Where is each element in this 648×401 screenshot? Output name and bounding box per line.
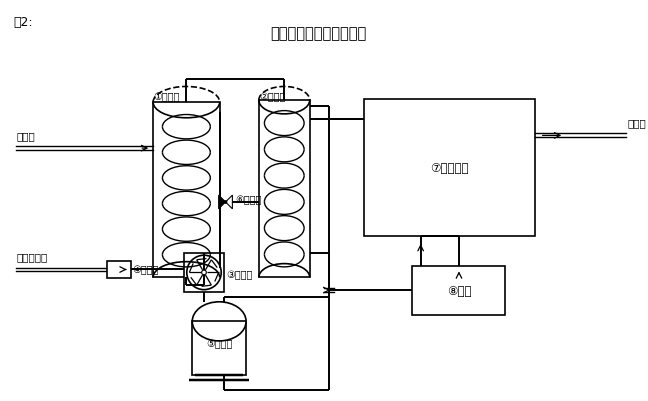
Text: ①蒸馏罐: ①蒸馏罐 — [153, 92, 179, 102]
Bar — [153, 103, 220, 277]
Text: 低温蒸馏设备工艺流程图: 低温蒸馏设备工艺流程图 — [270, 26, 367, 41]
Text: 浓缩液出口: 浓缩液出口 — [16, 252, 47, 262]
Text: ⑧水泵: ⑧水泵 — [446, 284, 471, 297]
Bar — [107, 261, 131, 279]
Text: 图2:: 图2: — [13, 16, 33, 29]
Circle shape — [224, 201, 227, 204]
Circle shape — [202, 270, 206, 275]
Text: ⑤压缩机: ⑤压缩机 — [206, 338, 233, 348]
Polygon shape — [226, 196, 233, 209]
Text: ⑦再生水箱: ⑦再生水箱 — [430, 162, 469, 175]
Bar — [364, 100, 535, 237]
Bar — [192, 322, 246, 375]
Text: ②冷凝罐: ②冷凝罐 — [259, 92, 285, 102]
Bar — [185, 253, 224, 292]
Bar — [259, 101, 310, 277]
Text: ④排液泵: ④排液泵 — [133, 265, 159, 275]
Polygon shape — [218, 196, 226, 209]
Text: 出水口: 出水口 — [628, 118, 647, 128]
Text: 进液口: 进液口 — [16, 131, 35, 141]
Text: ③冷凝器: ③冷凝器 — [227, 270, 253, 279]
Bar — [413, 266, 505, 315]
Text: ⑥膨胀阀: ⑥膨胀阀 — [235, 194, 262, 205]
